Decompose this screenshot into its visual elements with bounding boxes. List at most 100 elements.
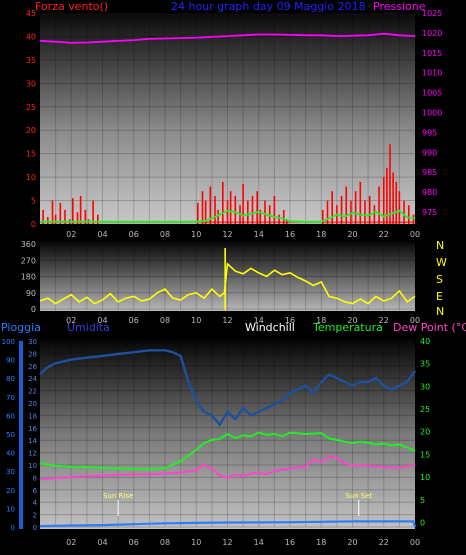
panel1-grid <box>40 12 415 225</box>
x-tick-label: 16 <box>285 538 295 547</box>
x-tick-label: 00 <box>410 538 420 547</box>
y-left-tick: 25 <box>26 103 36 112</box>
y-right-tick: 985 <box>422 168 437 177</box>
x-tick-label: 22 <box>379 538 389 547</box>
y-right-tick: 990 <box>422 148 437 157</box>
x-tick-label: 08 <box>160 316 170 325</box>
y-umidita-tick: 12 <box>28 450 37 458</box>
panel3-annotations: Sun Rise Sun Set <box>103 492 373 516</box>
x-tick-label: 22 <box>379 316 389 325</box>
compass-e: E <box>436 290 443 303</box>
x-tick-label: 12 <box>222 316 232 325</box>
y-temp-tick: 20 <box>420 428 430 437</box>
panel2-grid <box>40 242 415 311</box>
y-left-tick: 35 <box>26 56 36 65</box>
x-tick-label: 04 <box>97 538 107 547</box>
y-pioggia-tick: 20 <box>6 487 15 495</box>
y-left-tick: 10 <box>26 173 36 182</box>
y-right-tick: 1010 <box>422 69 442 78</box>
y-temp-tick: 15 <box>420 450 430 459</box>
x-tick-label: 10 <box>191 230 201 239</box>
y-pioggia-tick: 90 <box>6 357 15 365</box>
x-tick-label: 18 <box>316 316 326 325</box>
x-tick-label: 12 <box>222 538 232 547</box>
panel1-plot-area <box>40 13 415 224</box>
x-tick-label: 10 <box>191 538 201 547</box>
y-direction-tick: 270 <box>21 256 36 265</box>
y-direction-tick: 0 <box>31 305 36 314</box>
y-umidita-tick: 18 <box>28 412 37 420</box>
y-temp-tick: 35 <box>420 360 430 369</box>
label-dewpoint: Dew Point (°C) <box>393 321 466 334</box>
y-left-tick: 30 <box>26 79 36 88</box>
y-umidita-tick: 10 <box>28 462 37 470</box>
y-umidita-tick: 14 <box>28 437 37 445</box>
x-tick-label: 02 <box>66 230 76 239</box>
compass-n-top: N <box>436 239 444 252</box>
x-tick-label: 00 <box>410 230 420 239</box>
y-right-tick: 975 <box>422 208 437 217</box>
y-temp-tick: 0 <box>420 518 425 527</box>
x-tick-label: 06 <box>129 316 139 325</box>
x-tick-label: 18 <box>316 230 326 239</box>
y-direction-tick: 180 <box>21 273 36 282</box>
y-pioggia-tick: 100 <box>2 338 15 346</box>
y-direction-tick: 90 <box>26 289 36 298</box>
x-tick-label: 08 <box>160 538 170 547</box>
x-tick-label: 18 <box>316 538 326 547</box>
panel2-series <box>39 248 416 310</box>
y-umidita-tick: 24 <box>28 375 37 383</box>
panel1-label-left: Forza vento() <box>35 0 108 13</box>
x-tick-label: 16 <box>285 316 295 325</box>
rain-line <box>39 520 417 528</box>
y-right-tick: 1020 <box>422 29 442 38</box>
y-umidita-tick: 6 <box>33 487 38 495</box>
x-tick-label: 14 <box>254 230 264 239</box>
y-umidita-tick: 26 <box>28 363 37 371</box>
x-tick-label: 16 <box>285 230 295 239</box>
y-temp-tick: 40 <box>420 337 430 346</box>
y-pioggia-tick: 50 <box>6 431 15 439</box>
y-temp-tick: 30 <box>420 382 430 391</box>
y-umidita-tick: 28 <box>28 350 37 358</box>
panel1-label-right: Pressione <box>373 0 426 13</box>
y-pioggia-tick: 10 <box>6 505 15 513</box>
compass-n-bottom: N <box>436 305 444 318</box>
sunrise-label: Sun Rise <box>103 492 133 500</box>
x-tick-label: 22 <box>379 230 389 239</box>
humidity-line <box>39 349 416 427</box>
y-direction-tick: 360 <box>21 240 36 249</box>
label-windchill: Windchill <box>245 321 295 334</box>
y-left-tick: 5 <box>31 197 36 206</box>
y-pioggia-tick: 0 <box>11 524 15 532</box>
panel1-title: 24 hour graph day 09 Maggio 2018 <box>171 0 366 13</box>
y-umidita-tick: 30 <box>28 338 37 346</box>
y-umidita-tick: 22 <box>28 388 37 396</box>
x-tick-label: 20 <box>347 538 357 547</box>
y-right-tick: 1025 <box>422 9 442 18</box>
label-temperatura: Temperatura <box>312 321 383 334</box>
x-tick-label: 02 <box>66 316 76 325</box>
y-left-tick: 40 <box>26 32 36 41</box>
panel3-grid <box>40 340 415 528</box>
y-temp-tick: 25 <box>420 405 430 414</box>
x-tick-label: 14 <box>254 316 264 325</box>
label-umidita: Umidita <box>67 321 110 334</box>
compass-s: S <box>436 273 443 286</box>
x-tick-label: 14 <box>254 538 264 547</box>
y-temp-tick: 10 <box>420 473 430 482</box>
y-right-tick: 980 <box>422 188 437 197</box>
sunset-label: Sun Set <box>345 492 372 500</box>
y-right-tick: 1000 <box>422 109 442 118</box>
label-pioggia: Pioggia <box>1 321 41 334</box>
y-right-tick: 1005 <box>422 89 442 98</box>
y-umidita-tick: 2 <box>33 512 37 520</box>
x-tick-label: 20 <box>347 316 357 325</box>
y-umidita-tick: 8 <box>33 474 37 482</box>
y-umidita-tick: 20 <box>28 400 37 408</box>
dewpoint-line <box>39 455 416 481</box>
compass-w: W <box>436 256 447 269</box>
y-pioggia-tick: 40 <box>6 450 15 458</box>
y-right-tick: 995 <box>422 128 437 137</box>
